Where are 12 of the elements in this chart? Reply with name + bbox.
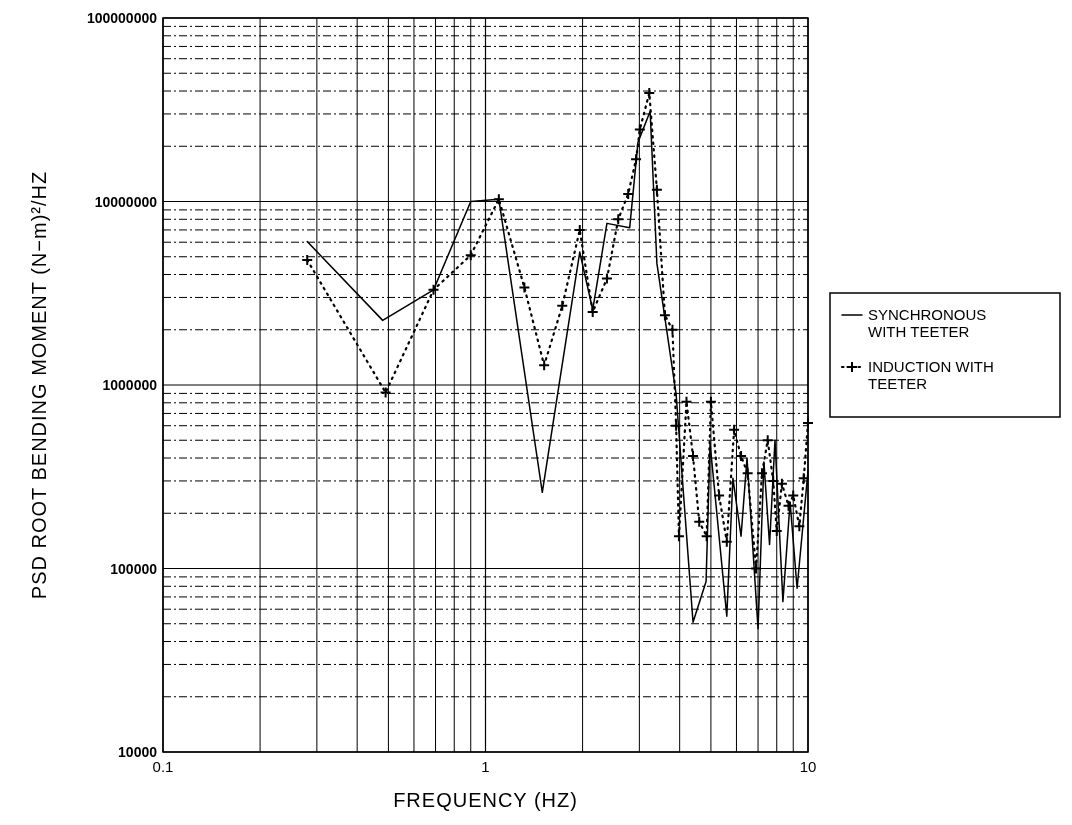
x-tick-label: 10: [799, 758, 817, 775]
y-tick-label: 10000: [118, 744, 158, 760]
y-tick-label: 100000: [110, 560, 158, 577]
legend-label: INDUCTION WITH TEETER: [868, 358, 994, 392]
x-tick-label: 1: [481, 758, 490, 775]
x-tick-label: 0.1: [152, 758, 174, 775]
legend-label: SYNCHRONOUS WITH TEETER: [868, 306, 987, 340]
y-axis-title: PSD ROOT BENDING MOMENT (N−m)²/HZ: [28, 170, 50, 600]
y-tick-label: 10000000: [94, 193, 158, 210]
y-tick-label: 100000000: [86, 10, 158, 26]
y-tick-label: 1000000: [102, 377, 158, 393]
x-axis-title: FREQUENCY (HZ): [393, 789, 578, 811]
